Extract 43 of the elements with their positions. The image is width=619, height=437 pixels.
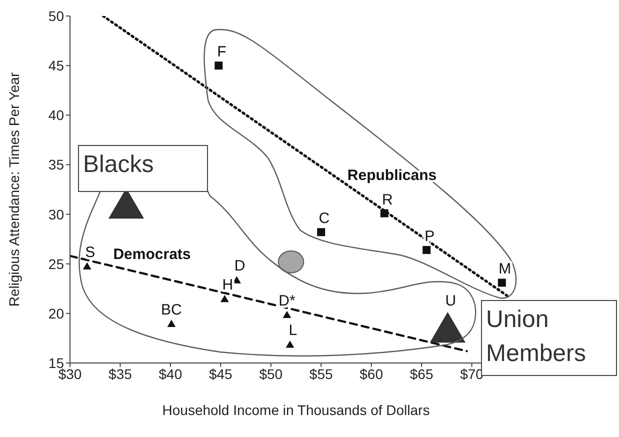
- annotation: L: [288, 322, 298, 340]
- y-tick-label: 25: [48, 256, 64, 272]
- annotation: P: [424, 228, 435, 245]
- x-tick-label: $65: [410, 366, 434, 382]
- point: [498, 278, 506, 287]
- series-label: Union Members: [486, 306, 586, 367]
- x-tick-label: $40: [158, 366, 182, 382]
- y-tick-label: 30: [48, 206, 64, 222]
- point: [167, 320, 176, 327]
- x-tick-label: $60: [360, 366, 384, 382]
- x-tick-label: $45: [208, 366, 233, 382]
- point: [430, 312, 466, 343]
- annotation: H: [222, 276, 234, 294]
- x-tick-label: $50: [259, 366, 283, 382]
- annotation: R: [382, 191, 393, 208]
- point: [317, 228, 326, 236]
- y-tick-label: 45: [48, 58, 64, 74]
- series-label: Democrats: [113, 246, 191, 263]
- point: [282, 310, 292, 318]
- y-tick-label: 35: [48, 156, 64, 173]
- annotation: F: [217, 44, 226, 61]
- point: [214, 62, 223, 70]
- x-tick-label: $55: [309, 366, 334, 382]
- y-tick-label: 40: [48, 107, 64, 124]
- annotation: C: [318, 210, 330, 228]
- annotation: U: [445, 292, 456, 310]
- point: [278, 250, 304, 274]
- annotation: M: [498, 260, 512, 278]
- point: [422, 246, 431, 254]
- y-axis-title: Religious Attendance: Times Per Year: [6, 72, 22, 307]
- y-tick-label: 50: [48, 8, 64, 24]
- point: [286, 340, 294, 348]
- y-tick-label: 20: [48, 305, 64, 322]
- x-axis-title: Household Income in Thousands of Dollars: [162, 402, 430, 418]
- annotation: D*: [278, 292, 296, 310]
- series-label: Blacks: [78, 145, 208, 192]
- annotation: BC: [161, 301, 182, 318]
- point: [220, 294, 229, 302]
- annotation: S: [85, 244, 96, 261]
- x-tick-label: $35: [108, 366, 132, 382]
- point: [380, 209, 388, 218]
- annotation: D: [234, 258, 246, 275]
- point: [82, 262, 92, 270]
